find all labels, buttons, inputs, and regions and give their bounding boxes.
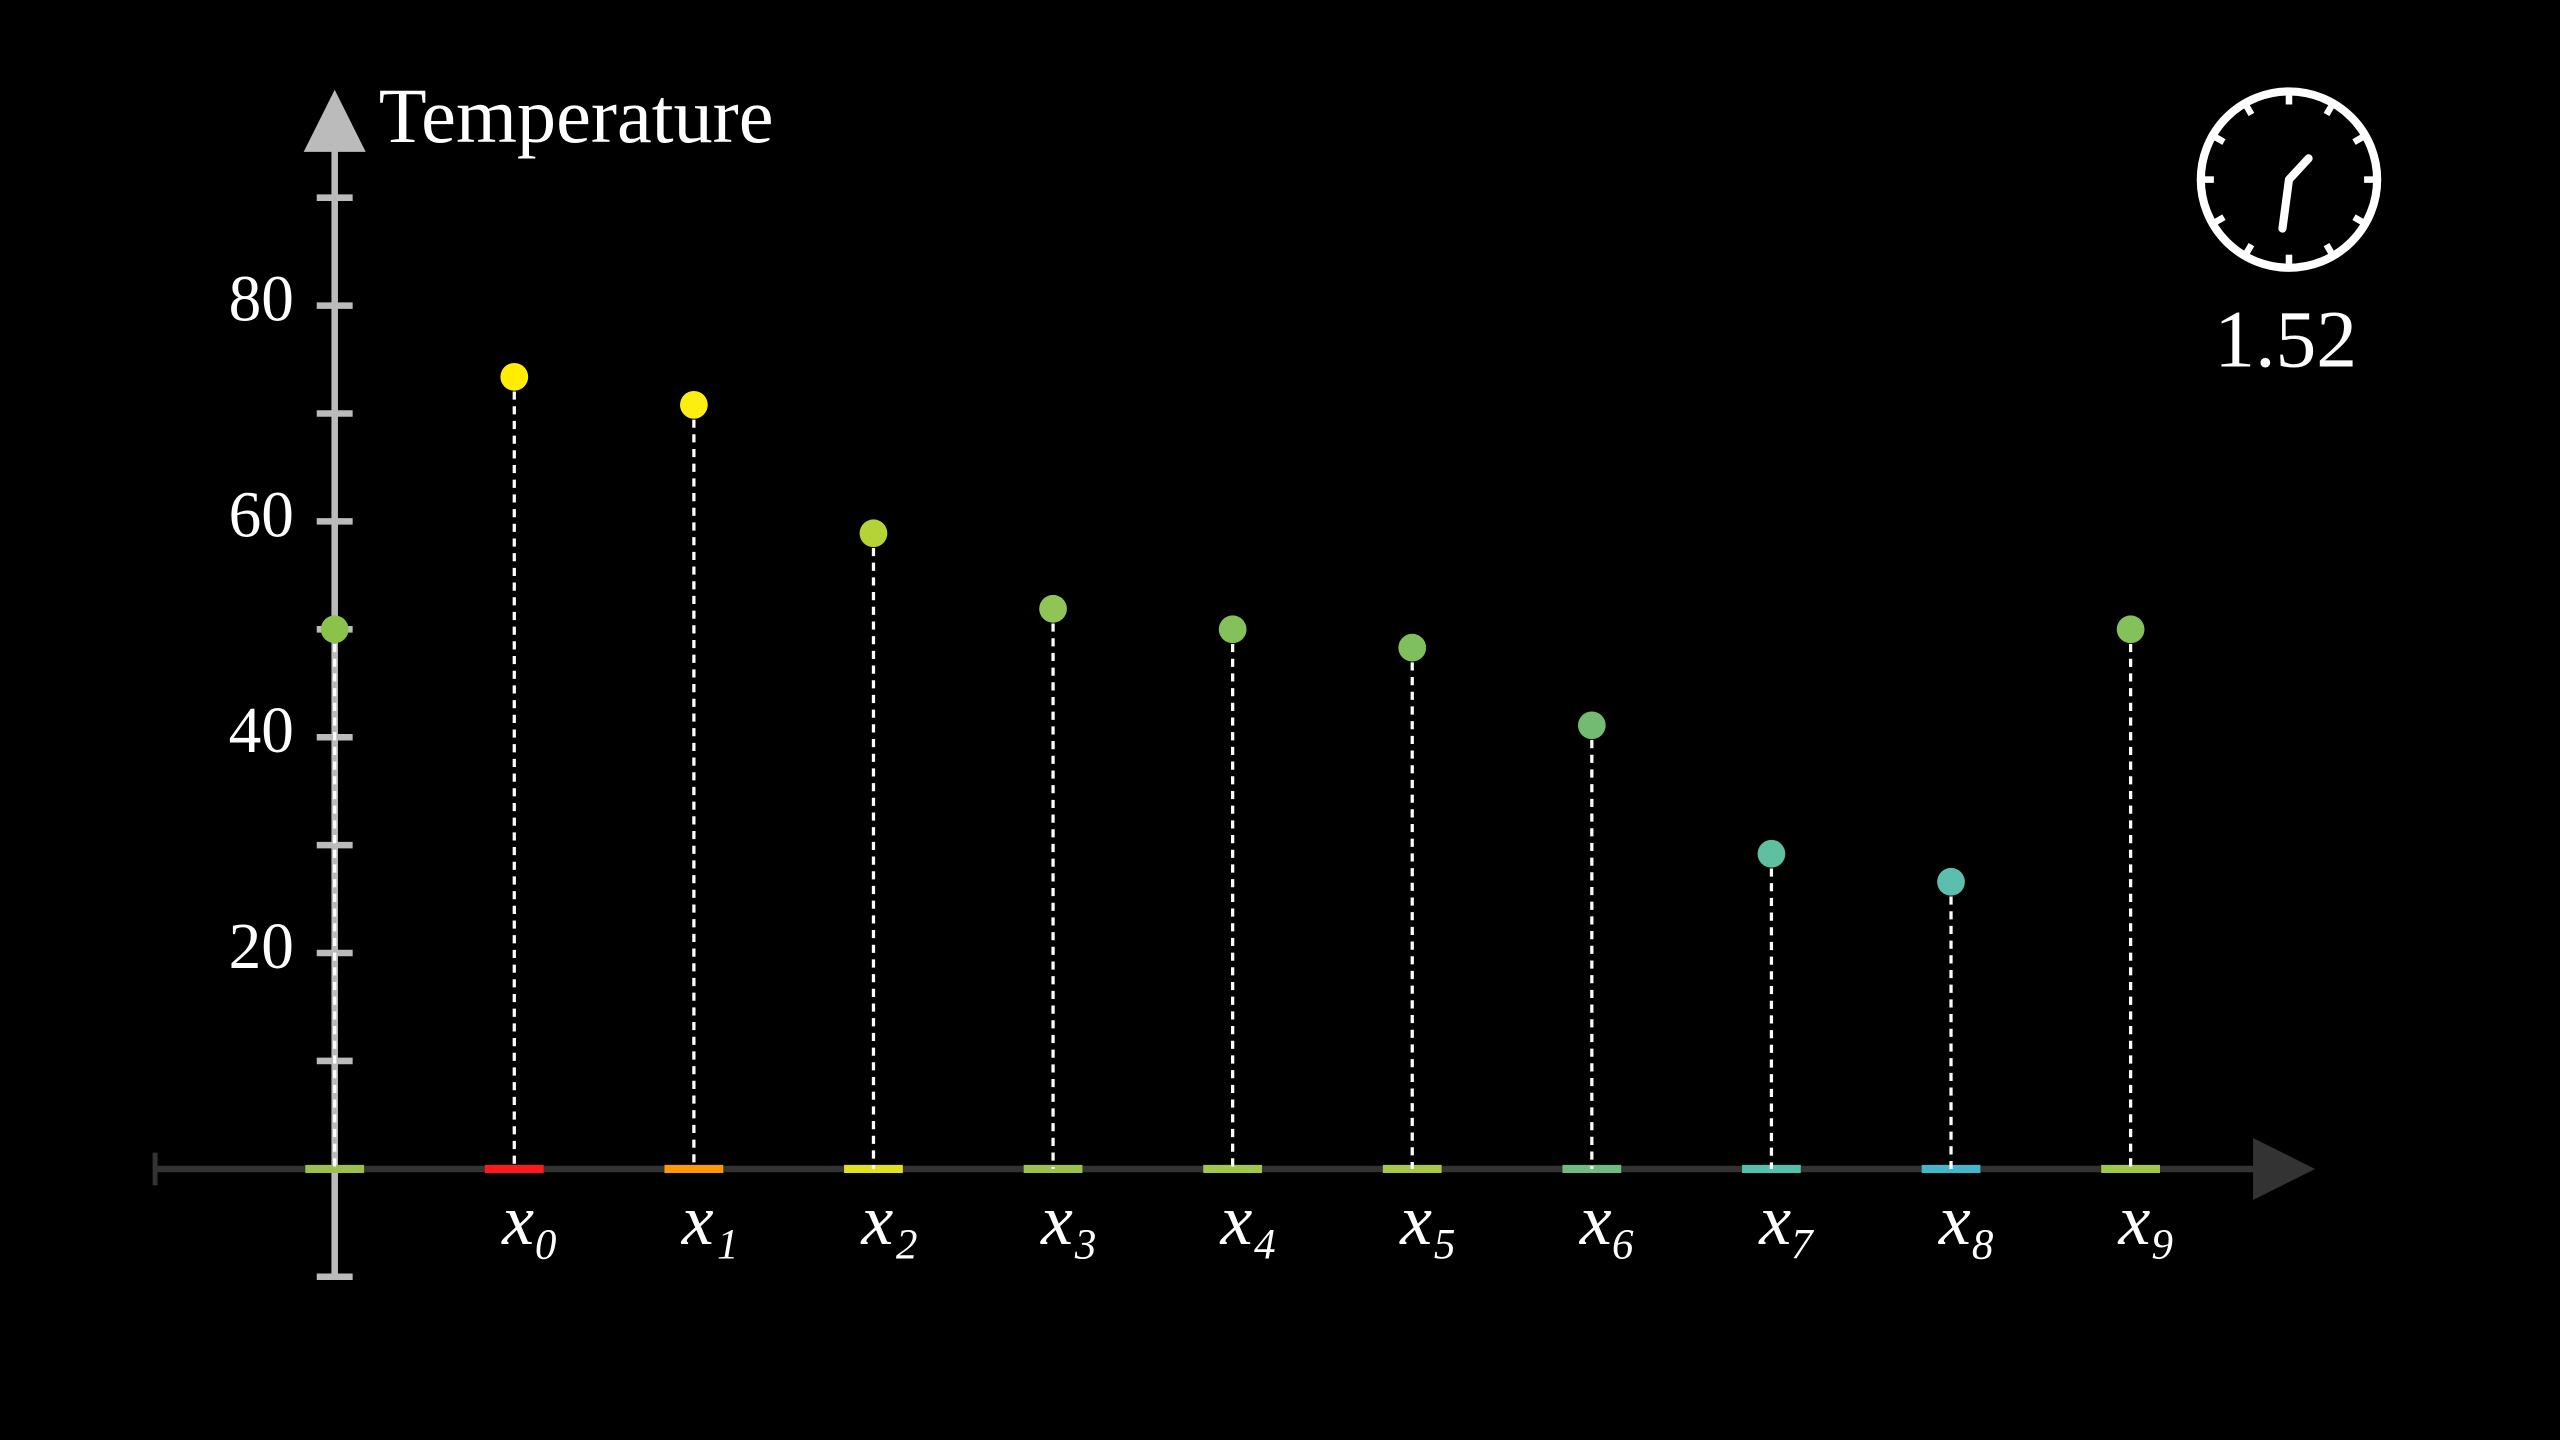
- data-point: [500, 362, 529, 391]
- y-tick-label: 60: [229, 479, 294, 551]
- x-tick-label: x₂: [860, 1180, 918, 1260]
- clock-tick: [2352, 132, 2367, 145]
- data-point: [1039, 594, 1067, 623]
- x-tick-label: x₉: [2118, 1180, 2176, 1260]
- clock-tick: [2242, 242, 2255, 258]
- x-tick-label: x₅: [1399, 1180, 1457, 1260]
- y-axis-arrow: [303, 89, 366, 152]
- clock: [2196, 87, 2382, 272]
- x-axis-arrow: [2253, 1137, 2316, 1200]
- x-tick-label: x₀: [501, 1180, 559, 1260]
- clock-tick: [2210, 214, 2226, 227]
- y-axis-label: Temperature: [379, 72, 774, 159]
- x-tick-label: x₆: [1579, 1180, 1637, 1260]
- data-point: [1937, 867, 1965, 896]
- x-tick-label: x₈: [1938, 1180, 1996, 1260]
- data-point: [680, 390, 708, 419]
- time-label: 1.52: [2214, 293, 2357, 384]
- data-point: [1757, 839, 1786, 868]
- data-point: [1577, 711, 1606, 740]
- clock-tick: [2242, 101, 2255, 117]
- clock-tick: [2323, 101, 2336, 117]
- clock-tick: [2323, 242, 2336, 258]
- x-tick-label: x₄: [1220, 1180, 1278, 1260]
- clock-hour-hand: [2284, 154, 2313, 184]
- y-tick-label: 20: [229, 911, 294, 983]
- data-point: [1398, 633, 1427, 662]
- y-tick-label: 80: [229, 264, 294, 336]
- clock-tick: [2210, 132, 2226, 145]
- data-point: [1218, 615, 1247, 644]
- clock-minute-hand: [2278, 175, 2294, 233]
- x-tick-label: x₁: [681, 1180, 739, 1260]
- data-point: [320, 615, 349, 644]
- x-tick-label: x₇: [1758, 1180, 1816, 1260]
- data-point: [2116, 615, 2145, 644]
- clock-tick: [2352, 214, 2367, 227]
- y-tick-label: 40: [229, 695, 294, 767]
- x-tick-label: x₃: [1040, 1180, 1098, 1260]
- data-point: [859, 519, 888, 548]
